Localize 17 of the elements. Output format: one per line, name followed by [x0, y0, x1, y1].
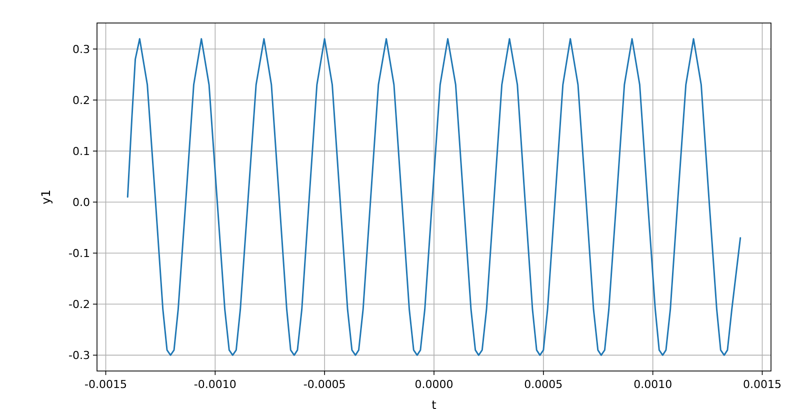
y-tick-label: -0.1	[68, 246, 90, 260]
x-tick-label: -0.0015	[84, 378, 127, 391]
y-axis-title: y1	[39, 190, 53, 204]
x-tick-label: 0.0005	[524, 378, 563, 391]
y-tick-label: -0.2	[68, 298, 90, 312]
x-tick-label: 0.0010	[634, 378, 672, 391]
y-tick-label: 0.1	[72, 144, 90, 158]
x-tick-label: -0.0005	[303, 378, 346, 391]
x-tick-label: -0.0010	[194, 378, 236, 391]
x-tick-label: 0.0000	[414, 378, 454, 391]
y-tick-label: 0.2	[72, 94, 90, 107]
line-series	[126, 38, 742, 356]
y-tick-label: 0.0	[72, 196, 90, 209]
x-tick-label: 0.0015	[742, 378, 782, 391]
y-tick-label: -0.3	[68, 349, 90, 362]
x-axis-title: t	[432, 398, 437, 409]
y-tick-label: 0.3	[72, 42, 90, 56]
